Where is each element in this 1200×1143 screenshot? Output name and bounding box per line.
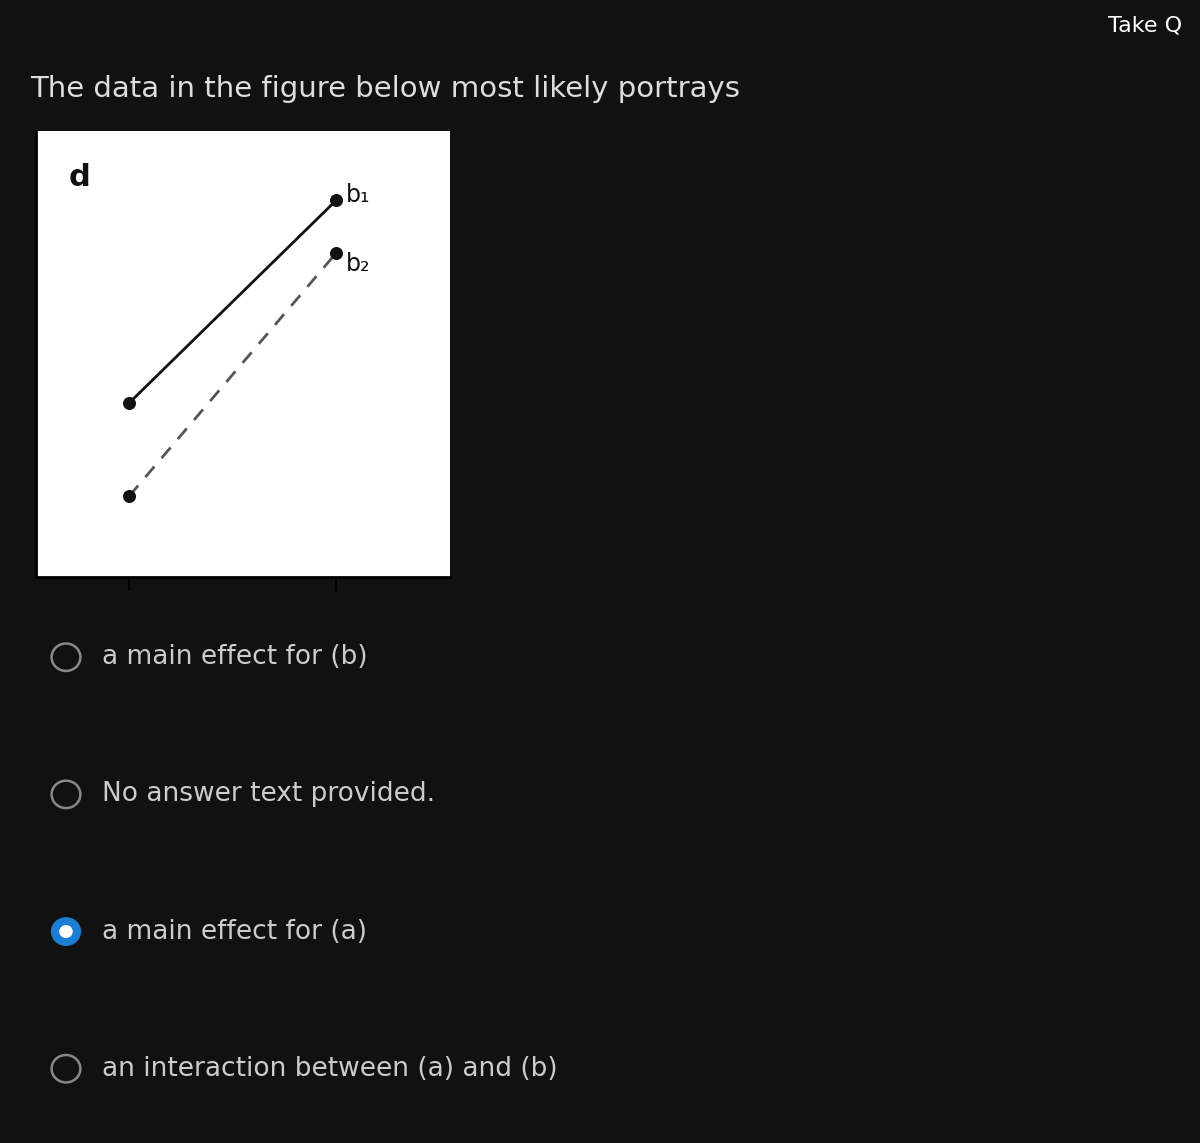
- Text: b₁: b₁: [346, 183, 370, 207]
- Point: [120, 394, 139, 413]
- Text: The data in the figure below most likely portrays: The data in the figure below most likely…: [30, 75, 740, 103]
- Point: [326, 243, 346, 262]
- Point: [120, 487, 139, 505]
- Point: [326, 191, 346, 209]
- Text: No answer text provided.: No answer text provided.: [102, 782, 436, 807]
- Text: d: d: [70, 162, 91, 192]
- Text: Take Q: Take Q: [1108, 16, 1182, 35]
- Text: a main effect for (b): a main effect for (b): [102, 645, 367, 670]
- Text: b₂: b₂: [346, 253, 371, 277]
- Text: an interaction between (a) and (b): an interaction between (a) and (b): [102, 1056, 558, 1081]
- Text: a main effect for (a): a main effect for (a): [102, 919, 367, 944]
